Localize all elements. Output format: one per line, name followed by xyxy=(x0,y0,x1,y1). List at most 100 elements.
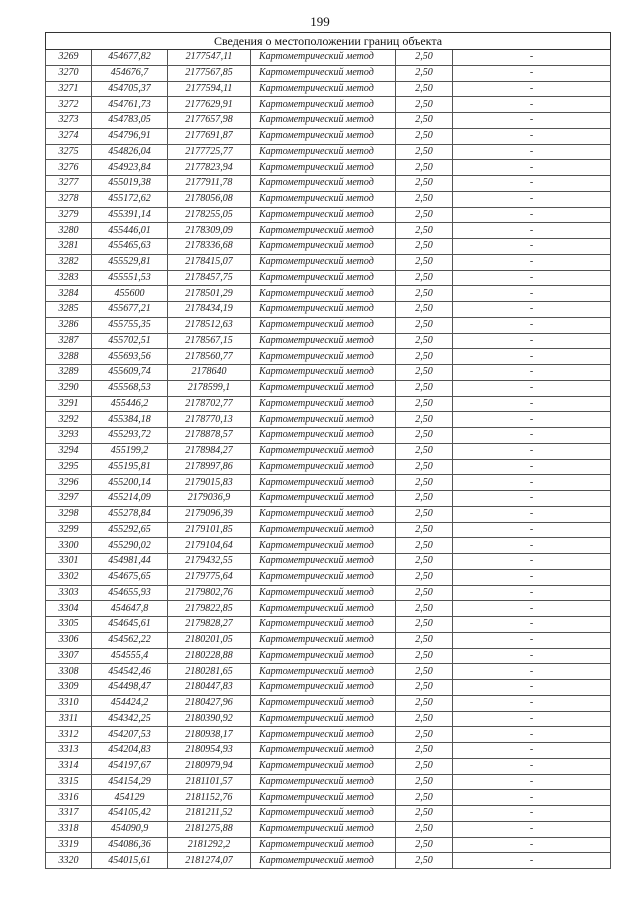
accuracy-cell: 2,50 xyxy=(395,175,453,192)
accuracy-cell: 2,50 xyxy=(395,631,453,649)
table-row: 3297 455214,09 2179036,9 Картометрический м… xyxy=(45,490,611,507)
table-row: 3272 454761,73 2177629,91 Картометрический … xyxy=(45,96,611,113)
accuracy-cell: 2,50 xyxy=(395,537,453,554)
table-row: 3306 454562,22 2180201,05 Картометрический … xyxy=(45,631,611,649)
point-number-cell: 3310 xyxy=(45,694,92,712)
accuracy-cell: 2,50 xyxy=(395,348,453,365)
y-coordinate-cell: 2181275,88 xyxy=(167,820,251,838)
description-cell: - xyxy=(452,663,611,680)
method-cell: Картометрический метод xyxy=(250,521,396,539)
point-number-cell: 3271 xyxy=(45,80,92,98)
table-row: 3295 455195,81 2178997,86 Картометрический … xyxy=(45,458,611,476)
description-cell: - xyxy=(452,490,611,507)
method-cell: Картометрический метод xyxy=(250,238,396,255)
accuracy-cell: 2,50 xyxy=(395,836,453,854)
table-row: 3319 454086,36 2181292,2 Картометрический м… xyxy=(45,836,611,854)
method-cell: Картометрический метод xyxy=(250,742,396,759)
method-cell: Картометрический метод xyxy=(250,773,396,791)
description-cell: - xyxy=(452,694,611,712)
point-number-cell: 3291 xyxy=(45,395,92,413)
description-cell: - xyxy=(452,584,611,602)
point-number-cell: 3313 xyxy=(45,742,92,759)
description-cell: - xyxy=(452,364,611,381)
accuracy-cell: 2,50 xyxy=(395,679,453,696)
accuracy-cell: 2,50 xyxy=(395,112,453,129)
table-row: 3291 455446,2 2178702,77 Картометрический м… xyxy=(45,395,611,413)
accuracy-cell: 2,50 xyxy=(395,789,453,806)
description-cell: - xyxy=(452,112,611,129)
description-cell: - xyxy=(452,379,611,397)
point-number-cell: 3282 xyxy=(45,253,92,271)
y-coordinate-cell: 2181274,07 xyxy=(167,852,251,869)
description-cell: - xyxy=(452,269,611,287)
point-number-cell: 3280 xyxy=(45,222,92,239)
description-cell: - xyxy=(452,127,611,145)
point-number-cell: 3308 xyxy=(45,663,92,680)
method-cell: Картометрический метод xyxy=(250,568,396,586)
point-number-cell: 3297 xyxy=(45,490,92,507)
method-cell: Картометрический метод xyxy=(250,631,396,649)
accuracy-cell: 2,50 xyxy=(395,773,453,791)
description-cell: - xyxy=(452,505,611,523)
point-number-cell: 3292 xyxy=(45,411,92,428)
table-row: 3300 455290,02 2179104,64 Картометрический … xyxy=(45,537,611,554)
y-coordinate-cell: 2177691,87 xyxy=(167,127,251,145)
y-coordinate-cell: 2179096,39 xyxy=(167,505,251,523)
x-coordinate-cell: 454197,67 xyxy=(91,757,168,775)
point-number-cell: 3288 xyxy=(45,348,92,365)
method-cell: Картометрический метод xyxy=(250,332,396,350)
table-row: 3316 454129 2181152,76 Картометрический мет… xyxy=(45,789,611,806)
description-cell: - xyxy=(452,64,611,82)
accuracy-cell: 2,50 xyxy=(395,190,453,208)
point-number-cell: 3289 xyxy=(45,364,92,381)
x-coordinate-cell: 454129 xyxy=(91,789,168,806)
table-row: 3294 455199,2 2178984,27 Картометрический м… xyxy=(45,442,611,460)
y-coordinate-cell: 2179802,76 xyxy=(167,584,251,602)
accuracy-cell: 2,50 xyxy=(395,64,453,82)
table-row: 3304 454647,8 2179822,85 Картометрический м… xyxy=(45,600,611,617)
method-cell: Картометрический метод xyxy=(250,395,396,413)
method-cell: Картометрический метод xyxy=(250,553,396,570)
y-coordinate-cell: 2178984,27 xyxy=(167,442,251,460)
y-coordinate-cell: 2178560,77 xyxy=(167,348,251,365)
description-cell: - xyxy=(452,773,611,791)
accuracy-cell: 2,50 xyxy=(395,49,453,66)
accuracy-cell: 2,50 xyxy=(395,852,453,869)
description-cell: - xyxy=(452,521,611,539)
point-number-cell: 3272 xyxy=(45,96,92,113)
point-number-cell: 3293 xyxy=(45,427,92,444)
accuracy-cell: 2,50 xyxy=(395,553,453,570)
table-row: 3318 454090,9 2181275,88 Картометрический м… xyxy=(45,820,611,838)
x-coordinate-cell: 455551,53 xyxy=(91,269,168,287)
y-coordinate-cell: 2177657,98 xyxy=(167,112,251,129)
description-cell: - xyxy=(452,458,611,476)
point-number-cell: 3309 xyxy=(45,679,92,696)
description-cell: - xyxy=(452,742,611,759)
method-cell: Картометрический метод xyxy=(250,64,396,82)
accuracy-cell: 2,50 xyxy=(395,584,453,602)
description-cell: - xyxy=(452,143,611,161)
point-number-cell: 3279 xyxy=(45,206,92,224)
y-coordinate-cell: 2178434,19 xyxy=(167,301,251,318)
x-coordinate-cell: 455600 xyxy=(91,285,168,302)
method-cell: Картометрический метод xyxy=(250,757,396,775)
x-coordinate-cell: 454342,25 xyxy=(91,710,168,728)
x-coordinate-cell: 454498,47 xyxy=(91,679,168,696)
x-coordinate-cell: 455172,62 xyxy=(91,190,168,208)
method-cell: Картометрический метод xyxy=(250,584,396,602)
method-cell: Картометрический метод xyxy=(250,96,396,113)
method-cell: Картометрический метод xyxy=(250,710,396,728)
y-coordinate-cell: 2178457,75 xyxy=(167,269,251,287)
point-number-cell: 3305 xyxy=(45,616,92,633)
x-coordinate-cell: 454424,2 xyxy=(91,694,168,712)
y-coordinate-cell: 2177911,78 xyxy=(167,175,251,192)
point-number-cell: 3283 xyxy=(45,269,92,287)
y-coordinate-cell: 2180228,88 xyxy=(167,647,251,665)
accuracy-cell: 2,50 xyxy=(395,568,453,586)
x-coordinate-cell: 455019,38 xyxy=(91,175,168,192)
table-title: Сведения о местоположении границ объекта xyxy=(45,32,611,50)
description-cell: - xyxy=(452,647,611,665)
x-coordinate-cell: 454555,4 xyxy=(91,647,168,665)
description-cell: - xyxy=(452,80,611,98)
description-cell: - xyxy=(452,820,611,838)
